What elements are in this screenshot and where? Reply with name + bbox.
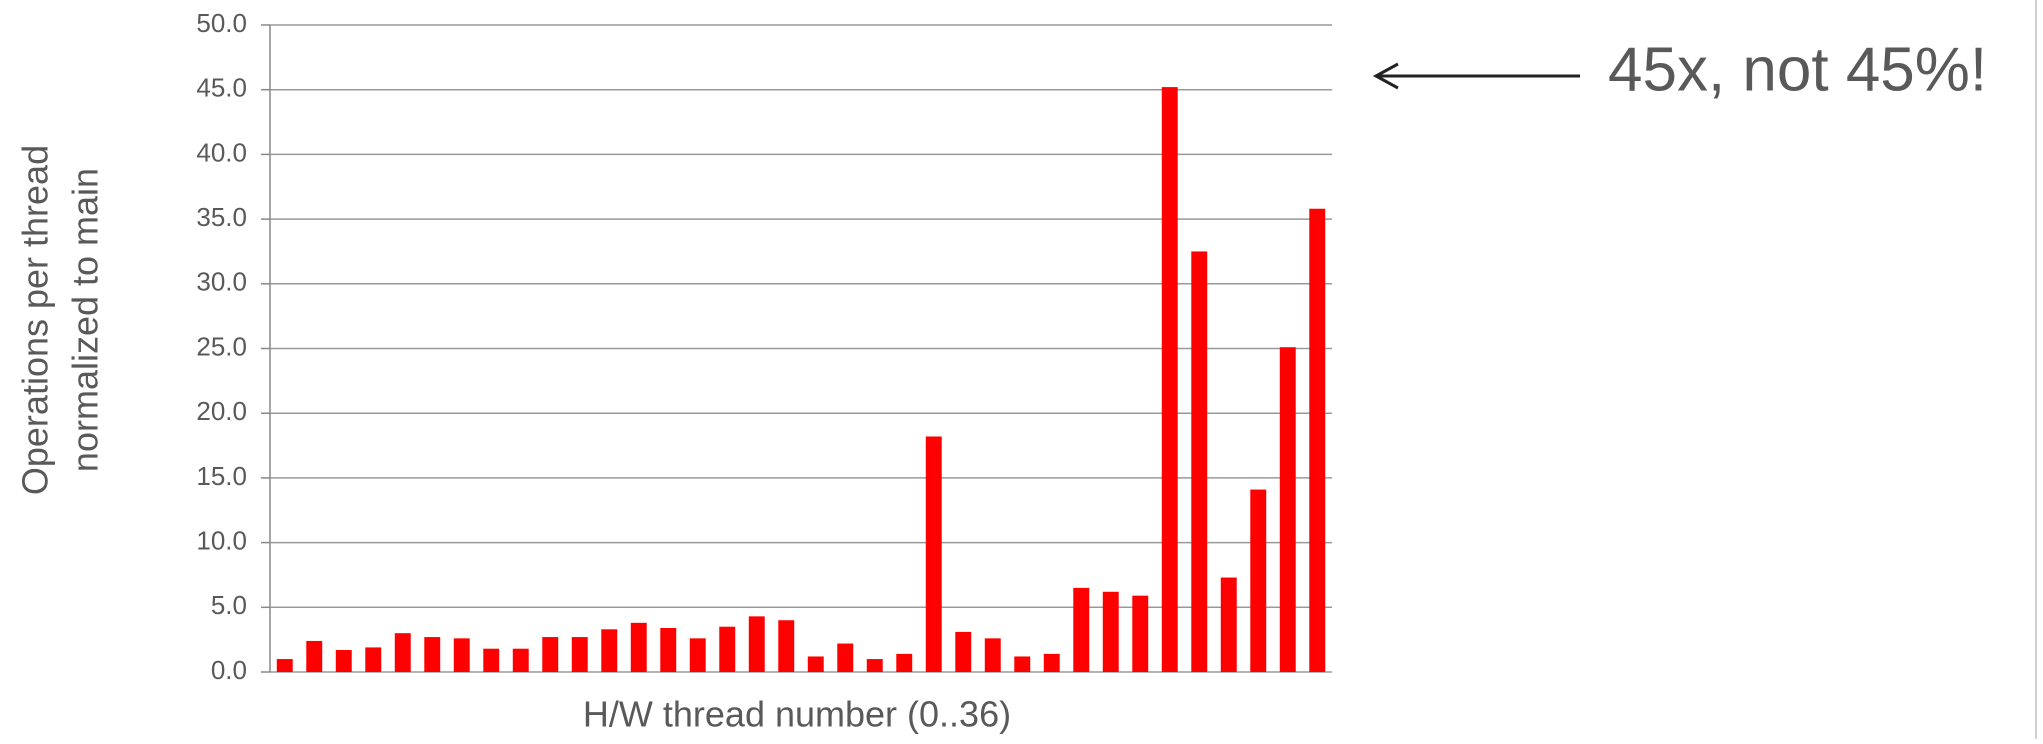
bar — [984, 638, 1001, 672]
x-axis-label: H/W thread number (0..36) — [583, 694, 1011, 735]
bar — [1073, 587, 1090, 672]
y-tick-label: 45.0 — [196, 73, 247, 103]
bar — [719, 626, 736, 672]
bar — [778, 620, 795, 672]
bar — [1191, 251, 1208, 672]
arrow-head — [1372, 62, 1399, 90]
bar — [660, 628, 677, 672]
y-tick-label: 50.0 — [196, 8, 247, 38]
bar — [1132, 595, 1149, 672]
y-axis-label: normalized to main — [65, 168, 106, 472]
bar — [689, 638, 706, 672]
bar — [925, 436, 942, 672]
bar — [1014, 656, 1031, 672]
y-tick-label: 25.0 — [196, 331, 247, 361]
y-tick-label: 30.0 — [196, 267, 247, 297]
bar — [955, 631, 972, 672]
bar — [866, 659, 883, 672]
bar — [601, 629, 618, 672]
bar — [276, 659, 293, 672]
bar — [542, 637, 559, 672]
bar — [571, 637, 588, 672]
annotation: 45x, not 45%! — [1608, 35, 1987, 104]
bar — [483, 648, 500, 672]
bar — [453, 638, 470, 672]
y-tick-label: 15.0 — [196, 461, 247, 491]
bar — [1043, 653, 1060, 672]
y-axis-label: Operations per thread — [15, 145, 56, 495]
bar — [630, 622, 647, 672]
bar — [365, 647, 382, 672]
y-tick-label: 20.0 — [196, 396, 247, 426]
y-tick-label: 5.0 — [211, 590, 247, 620]
y-tick-label: 0.0 — [211, 655, 247, 685]
y-tick-label: 40.0 — [196, 137, 247, 167]
bar — [1309, 208, 1326, 673]
bar — [837, 643, 854, 672]
bar — [1250, 489, 1267, 672]
bar — [1102, 591, 1119, 672]
bar — [1161, 87, 1178, 672]
bar — [424, 637, 441, 672]
bar — [394, 633, 411, 672]
bar — [748, 616, 765, 672]
bar — [896, 653, 913, 672]
bar — [335, 650, 352, 672]
y-tick-label: 10.0 — [196, 525, 247, 555]
bar — [306, 640, 323, 672]
y-tick-label: 35.0 — [196, 202, 247, 232]
bar — [512, 648, 529, 672]
bar — [807, 656, 824, 672]
bar — [1220, 577, 1237, 672]
bar — [1279, 347, 1296, 672]
